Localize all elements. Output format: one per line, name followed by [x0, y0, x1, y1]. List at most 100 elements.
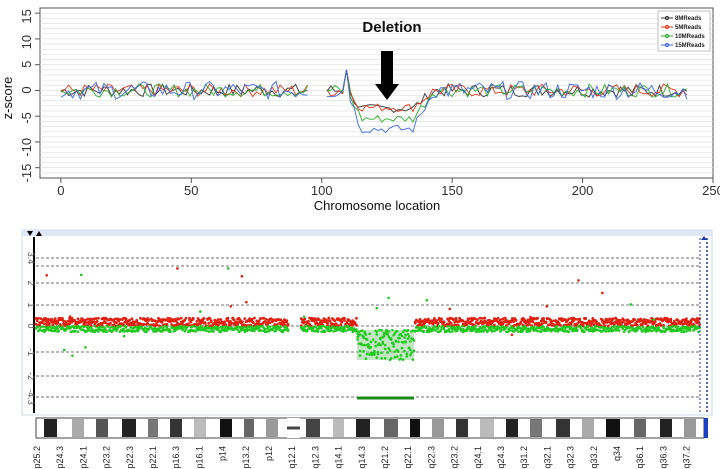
point-below — [152, 330, 155, 333]
point-above — [39, 317, 43, 321]
point-below — [662, 326, 665, 330]
point-above — [123, 320, 127, 324]
point-below — [344, 329, 347, 333]
cytoband-block — [44, 419, 57, 437]
point-above — [147, 318, 151, 322]
outlier-point — [199, 310, 202, 313]
point-below — [411, 358, 415, 361]
point-below — [489, 325, 493, 329]
point-above — [145, 319, 148, 323]
point-below — [395, 355, 399, 358]
point-above — [485, 321, 489, 325]
cytoband-label: p16.1 — [194, 446, 204, 469]
x-tick-label: 0 — [57, 183, 64, 198]
legend-marker-5MReads — [664, 24, 670, 30]
point-below — [286, 328, 290, 332]
point-below — [355, 328, 358, 331]
outlier-point — [240, 275, 244, 278]
point-below — [219, 330, 223, 334]
point-above — [219, 318, 223, 321]
point-below — [369, 340, 373, 344]
point-below — [122, 327, 125, 331]
point-above — [685, 317, 688, 321]
point-below — [105, 330, 109, 333]
point-above — [195, 319, 199, 323]
point-above — [266, 323, 269, 326]
point-below — [177, 327, 181, 330]
point-below — [356, 338, 359, 341]
point-below — [524, 326, 527, 330]
deletion-annotation: Deletion — [362, 19, 421, 36]
point-above — [226, 316, 230, 320]
zscore-panel: 0 50 100 150 200 250 -15 -10 -5 0 5 10 15 z-score Ch… — [0, 7, 720, 213]
cytoband-label: q37.2 — [682, 446, 692, 469]
point-above — [64, 320, 68, 324]
point-below — [501, 325, 505, 329]
point-below — [109, 326, 112, 329]
expand-up-icon[interactable] — [36, 231, 42, 236]
point-above — [673, 319, 676, 323]
point-below — [343, 327, 346, 331]
y-tick-label: -2 — [26, 372, 36, 380]
point-below — [623, 328, 627, 332]
point-above — [539, 319, 543, 323]
point-below — [387, 335, 391, 339]
point-above — [208, 317, 212, 320]
point-below — [104, 328, 107, 331]
point-above — [251, 320, 255, 324]
point-above — [56, 321, 59, 325]
point-below — [129, 326, 133, 329]
point-below — [460, 324, 464, 328]
ideogram-selection-marker[interactable] — [704, 418, 708, 438]
point-above — [355, 323, 358, 327]
point-below — [364, 357, 368, 361]
collapse-down-icon[interactable] — [27, 231, 33, 236]
point-below — [341, 330, 345, 333]
outlier-point — [629, 303, 632, 306]
y-tick-label: 0 — [19, 86, 34, 93]
point-below — [89, 326, 93, 329]
point-below — [680, 330, 683, 334]
point-above — [285, 319, 289, 323]
point-below — [377, 328, 381, 332]
selection-handle-icon[interactable] — [701, 236, 707, 240]
point-below — [103, 326, 106, 329]
point-above — [669, 317, 673, 321]
point-below — [217, 327, 220, 330]
point-above — [303, 317, 307, 321]
point-above — [250, 317, 254, 321]
point-above — [209, 320, 213, 324]
point-above — [38, 323, 41, 327]
point-above — [253, 316, 256, 320]
point-above — [453, 320, 457, 324]
point-above — [417, 323, 421, 327]
point-below — [53, 329, 57, 333]
point-below — [490, 328, 494, 332]
point-below — [169, 330, 172, 334]
point-above — [607, 324, 610, 328]
point-above — [286, 323, 290, 327]
point-above — [272, 318, 275, 322]
point-above — [449, 322, 453, 325]
point-above — [46, 317, 50, 321]
outlier-point — [45, 273, 49, 277]
point-below — [603, 326, 607, 330]
point-above — [337, 324, 340, 327]
outlier-point — [71, 354, 74, 357]
y-tick-label: -15 — [19, 164, 34, 183]
point-below — [674, 325, 677, 328]
cytoband-label: q34 — [612, 446, 622, 461]
point-below — [517, 330, 520, 333]
point-above — [639, 317, 643, 321]
point-below — [205, 327, 208, 330]
cytoband-label: q36.3 — [658, 446, 668, 469]
point-below — [685, 330, 688, 333]
point-below — [200, 324, 203, 328]
y-tick-label: 5 — [19, 61, 34, 68]
point-below — [518, 326, 521, 330]
cytoband-block — [506, 419, 518, 437]
point-below — [392, 345, 395, 348]
top-scroll-strip[interactable] — [22, 230, 712, 236]
point-above — [257, 319, 261, 323]
outlier-point — [84, 346, 87, 349]
